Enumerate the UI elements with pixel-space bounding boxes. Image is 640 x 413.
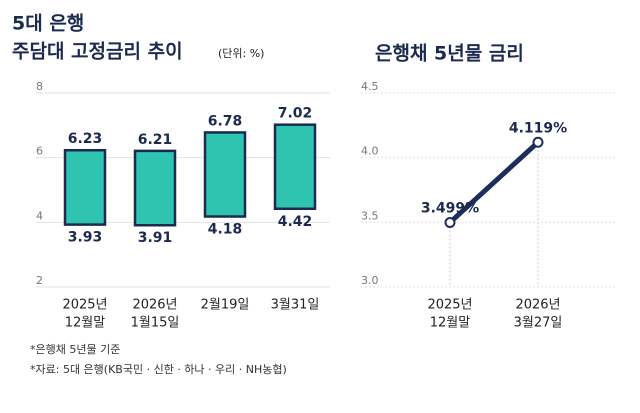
value-label: 6.23: [68, 131, 103, 147]
x-tick-label: 2025년: [427, 298, 472, 313]
value-label: 4.119%: [509, 120, 567, 136]
y-tick-label: 6: [36, 145, 43, 158]
y-tick-label: 4: [36, 209, 43, 222]
value-label: 6.78: [208, 113, 243, 129]
bar: [133, 149, 177, 227]
point: [444, 216, 456, 228]
y-tick-label: 3.0: [361, 274, 379, 287]
x-tick-label: 2월19일: [201, 298, 250, 313]
value-label: 3.499%: [421, 200, 479, 216]
chart-title: 은행채 5년물 금리: [375, 43, 524, 65]
unit: (단위: %): [218, 47, 264, 60]
y-tick-label: 8: [36, 80, 43, 93]
x-tick-label: 3월31일: [271, 298, 320, 313]
note: *자료: 5대 은행(KB국민 · 신한 · 하나 · 우리 · NH농협): [30, 362, 287, 376]
line: [448, 140, 540, 225]
point: [532, 136, 544, 148]
value-label: 3.93: [68, 230, 103, 246]
bar: [203, 131, 247, 218]
note: *은행채 5년물 기준: [30, 343, 120, 356]
value-label: 3.91: [138, 230, 173, 246]
x-tick-label: 12월말: [65, 316, 106, 331]
x-tick-label: 1월15일: [131, 316, 180, 331]
value-label: 4.42: [278, 214, 313, 230]
y-tick-label: 4.0: [361, 145, 379, 158]
chart-subtitle: 주담대 고정금리 추이: [12, 41, 183, 63]
x-tick-label: 3월27일: [514, 316, 563, 331]
x-tick-label: 2026년: [515, 298, 560, 313]
x-tick-label: 2026년: [132, 298, 177, 313]
value-label: 4.18: [208, 222, 243, 238]
value-label: 6.21: [138, 132, 173, 148]
y-tick-label: 2: [36, 274, 43, 287]
x-tick-label: 12월말: [430, 316, 471, 331]
bar: [273, 123, 317, 211]
value-label: 7.02: [278, 106, 313, 122]
y-tick-label: 3.5: [361, 209, 379, 222]
y-tick-label: 4.5: [361, 80, 379, 93]
x-tick-label: 2025년: [62, 298, 107, 313]
bar: [63, 148, 107, 226]
chart-title: 5대 은행: [12, 13, 84, 35]
